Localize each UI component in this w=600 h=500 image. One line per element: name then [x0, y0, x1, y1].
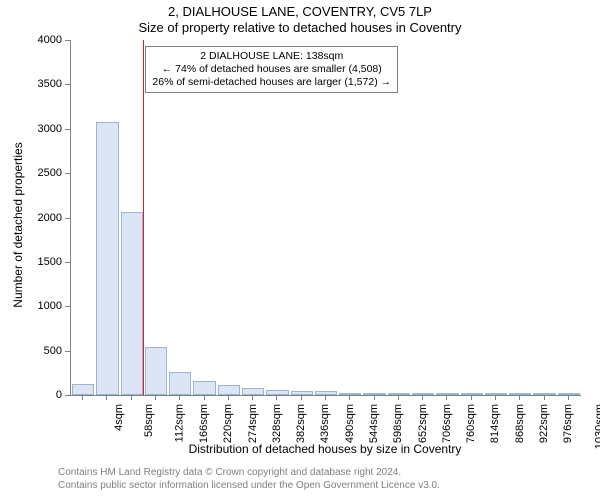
- y-tick-mark: [65, 395, 70, 396]
- x-tick-label: 706sqm: [441, 404, 453, 443]
- y-tick-mark: [65, 351, 70, 352]
- plot-area: 2 DIALHOUSE LANE: 138sqm← 74% of detache…: [70, 40, 581, 396]
- x-tick-label: 814sqm: [490, 404, 502, 443]
- x-tick-mark: [82, 395, 83, 400]
- annotation-line: 26% of semi-detached houses are larger (…: [152, 76, 391, 89]
- x-tick-mark: [446, 395, 447, 400]
- chart-container: { "titles": { "line1": "2, DIALHOUSE LAN…: [0, 0, 600, 500]
- x-tick-mark: [228, 395, 229, 400]
- y-axis-label: Number of detached properties: [11, 135, 25, 315]
- y-tick-label: 2000: [32, 212, 62, 224]
- x-tick-mark: [519, 395, 520, 400]
- x-tick-mark: [155, 395, 156, 400]
- x-tick-mark: [276, 395, 277, 400]
- annotation-line: ← 74% of detached houses are smaller (4,…: [152, 63, 391, 76]
- x-tick-mark: [106, 395, 107, 400]
- x-tick-mark: [179, 395, 180, 400]
- x-tick-mark: [252, 395, 253, 400]
- x-tick-label: 166sqm: [198, 404, 210, 443]
- x-tick-label: 1030sqm: [593, 404, 600, 449]
- x-tick-label: 58sqm: [143, 404, 155, 437]
- x-tick-label: 976sqm: [562, 404, 574, 443]
- x-tick-mark: [204, 395, 205, 400]
- bar: [121, 212, 143, 395]
- x-tick-label: 652sqm: [417, 404, 429, 443]
- y-tick-mark: [65, 129, 70, 130]
- x-tick-label: 274sqm: [247, 404, 259, 443]
- x-tick-label: 112sqm: [173, 404, 185, 442]
- y-tick-mark: [65, 262, 70, 263]
- x-tick-label: 760sqm: [465, 404, 477, 443]
- x-tick-mark: [422, 395, 423, 400]
- bar: [72, 384, 94, 395]
- y-tick-label: 1000: [32, 300, 62, 312]
- title-address: 2, DIALHOUSE LANE, COVENTRY, CV5 7LP: [0, 4, 600, 20]
- x-tick-mark: [471, 395, 472, 400]
- x-tick-label: 922sqm: [538, 404, 550, 443]
- credit-line-1: Contains HM Land Registry data © Crown c…: [58, 467, 440, 480]
- x-tick-label: 490sqm: [344, 404, 356, 443]
- x-axis-label: Distribution of detached houses by size …: [70, 442, 580, 456]
- chart-titles: 2, DIALHOUSE LANE, COVENTRY, CV5 7LP Siz…: [0, 0, 600, 35]
- x-tick-mark: [398, 395, 399, 400]
- x-tick-label: 868sqm: [514, 404, 526, 443]
- bar: [218, 385, 240, 395]
- y-tick-label: 500: [32, 345, 62, 357]
- y-tick-mark: [65, 218, 70, 219]
- x-tick-mark: [544, 395, 545, 400]
- x-tick-label: 598sqm: [392, 404, 404, 443]
- x-tick-mark: [374, 395, 375, 400]
- credits: Contains HM Land Registry data © Crown c…: [58, 467, 440, 492]
- y-tick-label: 0: [32, 389, 62, 401]
- x-tick-label: 328sqm: [271, 404, 283, 443]
- y-tick-label: 4000: [32, 34, 62, 46]
- x-tick-mark: [568, 395, 569, 400]
- y-tick-label: 2500: [32, 167, 62, 179]
- x-tick-mark: [131, 395, 132, 400]
- y-tick-mark: [65, 40, 70, 41]
- y-tick-mark: [65, 84, 70, 85]
- bar: [169, 372, 191, 395]
- x-tick-label: 382sqm: [295, 404, 307, 443]
- property-marker-line: [143, 40, 144, 395]
- y-tick-label: 3500: [32, 78, 62, 90]
- credit-line-2: Contains public sector information licen…: [58, 480, 440, 493]
- x-tick-mark: [349, 395, 350, 400]
- x-tick-label: 220sqm: [222, 404, 234, 443]
- annotation-box: 2 DIALHOUSE LANE: 138sqm← 74% of detache…: [145, 46, 398, 93]
- x-tick-mark: [495, 395, 496, 400]
- bar: [145, 347, 167, 395]
- y-tick-label: 3000: [32, 123, 62, 135]
- title-subtitle: Size of property relative to detached ho…: [0, 20, 600, 36]
- bar: [193, 381, 215, 395]
- bar: [96, 122, 118, 395]
- x-tick-label: 544sqm: [368, 404, 380, 443]
- x-tick-mark: [325, 395, 326, 400]
- bar: [242, 388, 264, 395]
- y-tick-label: 1500: [32, 256, 62, 268]
- x-tick-label: 4sqm: [113, 404, 125, 431]
- x-tick-mark: [301, 395, 302, 400]
- x-tick-label: 436sqm: [320, 404, 332, 443]
- y-tick-mark: [65, 173, 70, 174]
- annotation-line: 2 DIALHOUSE LANE: 138sqm: [152, 50, 391, 63]
- y-tick-mark: [65, 306, 70, 307]
